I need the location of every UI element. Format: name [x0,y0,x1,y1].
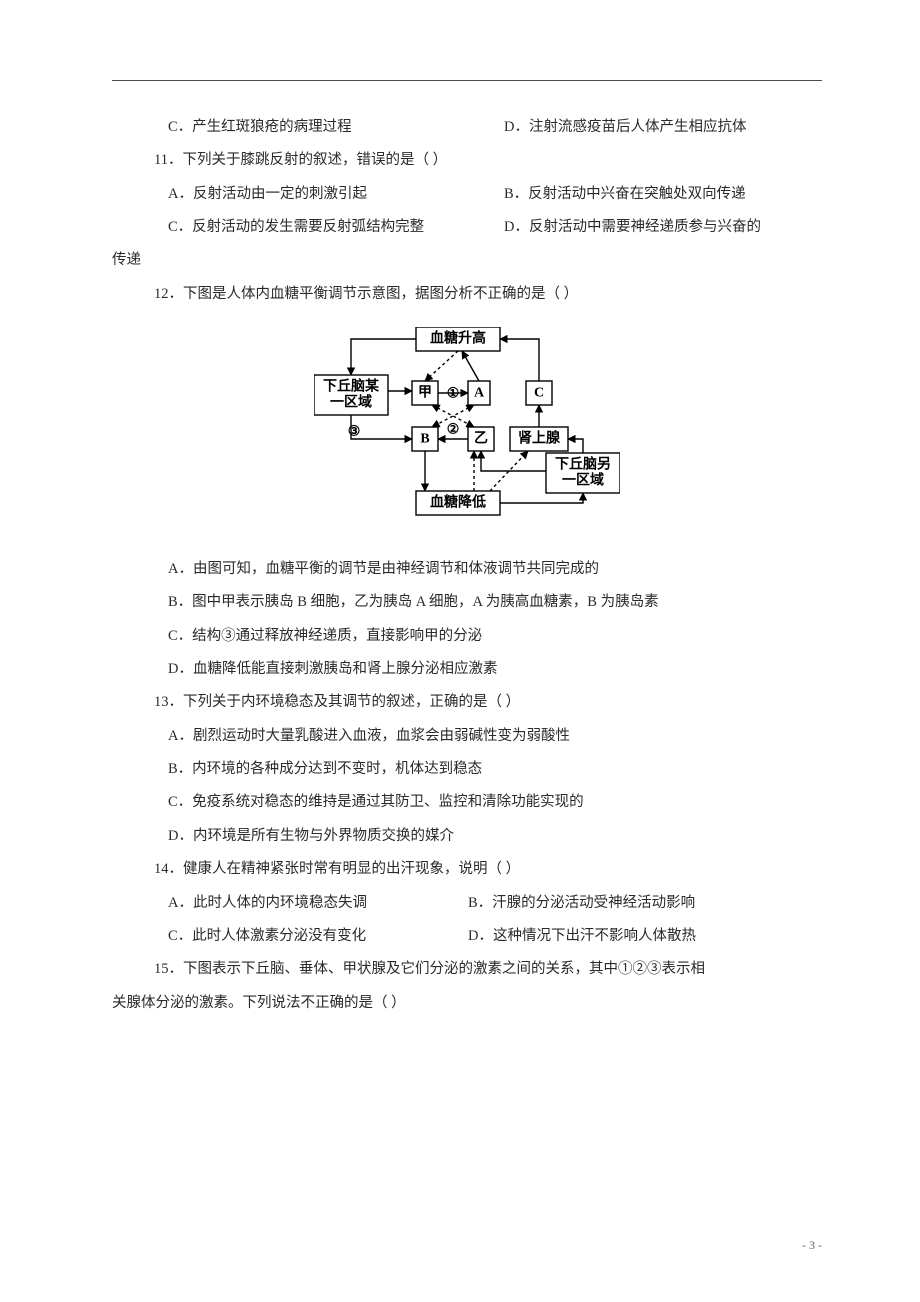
q11-d2: 传递 [112,244,822,277]
q10-d: D．注射流感疫苗后人体产生相应抗体 [486,111,822,144]
top-rule [112,80,822,81]
q14-a: A．此时人体的内环境稳态失调 [168,887,468,920]
q12-d: D．血糖降低能直接刺激胰岛和肾上腺分泌相应激素 [112,653,822,686]
q14-cd: C．此时人体激素分泌没有变化 D．这种情况下出汗不影响人体散热 [112,920,822,953]
q12-b: B．图中甲表示胰岛 B 细胞，乙为胰岛 A 细胞，A 为胰高血糖素，B 为胰岛素 [112,586,822,619]
svg-text:甲: 甲 [418,385,432,401]
q15-stem-l2: 关腺体分泌的激素。下列说法不正确的是（ ） [112,987,822,1020]
q15-stem-l1: 15．下图表示下丘脑、垂体、甲状腺及它们分泌的激素之间的关系，其中①②③表示相 [112,953,822,986]
svg-text:乙: 乙 [474,431,488,447]
q14-b: B．汗腺的分泌活动受神经活动影响 [468,887,695,920]
svg-text:①: ① [447,387,460,402]
q13-b: B．内环境的各种成分达到不变时，机体达到稳态 [112,753,822,786]
q11-stem: 11．下列关于膝跳反射的叙述，错误的是（ ） [112,144,822,177]
page-number: - 3 - [802,1232,822,1260]
svg-text:下丘脑另: 下丘脑另 [555,456,611,473]
svg-text:A: A [474,386,485,401]
q14-ab: A．此时人体的内环境稳态失调 B．汗腺的分泌活动受神经活动影响 [112,887,822,920]
q11-c: C．反射活动的发生需要反射弧结构完整 [168,211,486,244]
svg-text:C: C [534,386,544,401]
q12-a: A．由图可知，血糖平衡的调节是由神经调节和体液调节共同完成的 [112,553,822,586]
q13-stem: 13．下列关于内环境稳态及其调节的叙述，正确的是（ ） [112,686,822,719]
svg-text:肾上腺: 肾上腺 [518,430,561,447]
svg-text:下丘脑某: 下丘脑某 [323,378,380,395]
q12-c: C．结构③通过释放神经递质，直接影响甲的分泌 [112,620,822,653]
q13-a: A．剧烈运动时大量乳酸进入血液，血浆会由弱碱性变为弱酸性 [112,720,822,753]
q11-b: B．反射活动中兴奋在突触处双向传递 [486,178,822,211]
q11-cd: C．反射活动的发生需要反射弧结构完整 D．反射活动中需要神经递质参与兴奋的 [112,211,822,244]
page: C．产生红斑狼疮的病理过程 D．注射流感疫苗后人体产生相应抗体 11．下列关于膝… [0,0,920,1302]
svg-text:②: ② [447,423,460,438]
q10-c: C．产生红斑狼疮的病理过程 [168,111,486,144]
q10-choices-cd: C．产生红斑狼疮的病理过程 D．注射流感疫苗后人体产生相应抗体 [112,111,822,144]
svg-text:血糖降低: 血糖降低 [430,494,486,511]
q14-d: D．这种情况下出汗不影响人体散热 [468,920,696,953]
svg-text:B: B [420,432,429,447]
q13-d: D．内环境是所有生物与外界物质交换的媒介 [112,820,822,853]
q11-a: A．反射活动由一定的刺激引起 [168,178,486,211]
q14-stem: 14．健康人在精神紧张时常有明显的出汗现象，说明（ ） [112,853,822,886]
blood-sugar-flowchart: 血糖升高下丘脑某一区域甲AC③①②B乙肾上腺下丘脑另一区域血糖降低 [314,327,620,525]
q11-d1: D．反射活动中需要神经递质参与兴奋的 [486,211,822,244]
svg-text:一区域: 一区域 [330,394,372,411]
q12-diagram: 血糖升高下丘脑某一区域甲AC③①②B乙肾上腺下丘脑另一区域血糖降低 [112,311,822,553]
q11-ab: A．反射活动由一定的刺激引起 B．反射活动中兴奋在突触处双向传递 [112,178,822,211]
svg-text:一区域: 一区域 [562,472,604,489]
svg-text:血糖升高: 血糖升高 [430,330,486,347]
svg-text:③: ③ [348,425,361,440]
q12-stem: 12．下图是人体内血糖平衡调节示意图，据图分析不正确的是（ ） [112,278,822,311]
q14-c: C．此时人体激素分泌没有变化 [168,920,468,953]
q13-c: C．免疫系统对稳态的维持是通过其防卫、监控和清除功能实现的 [112,786,822,819]
